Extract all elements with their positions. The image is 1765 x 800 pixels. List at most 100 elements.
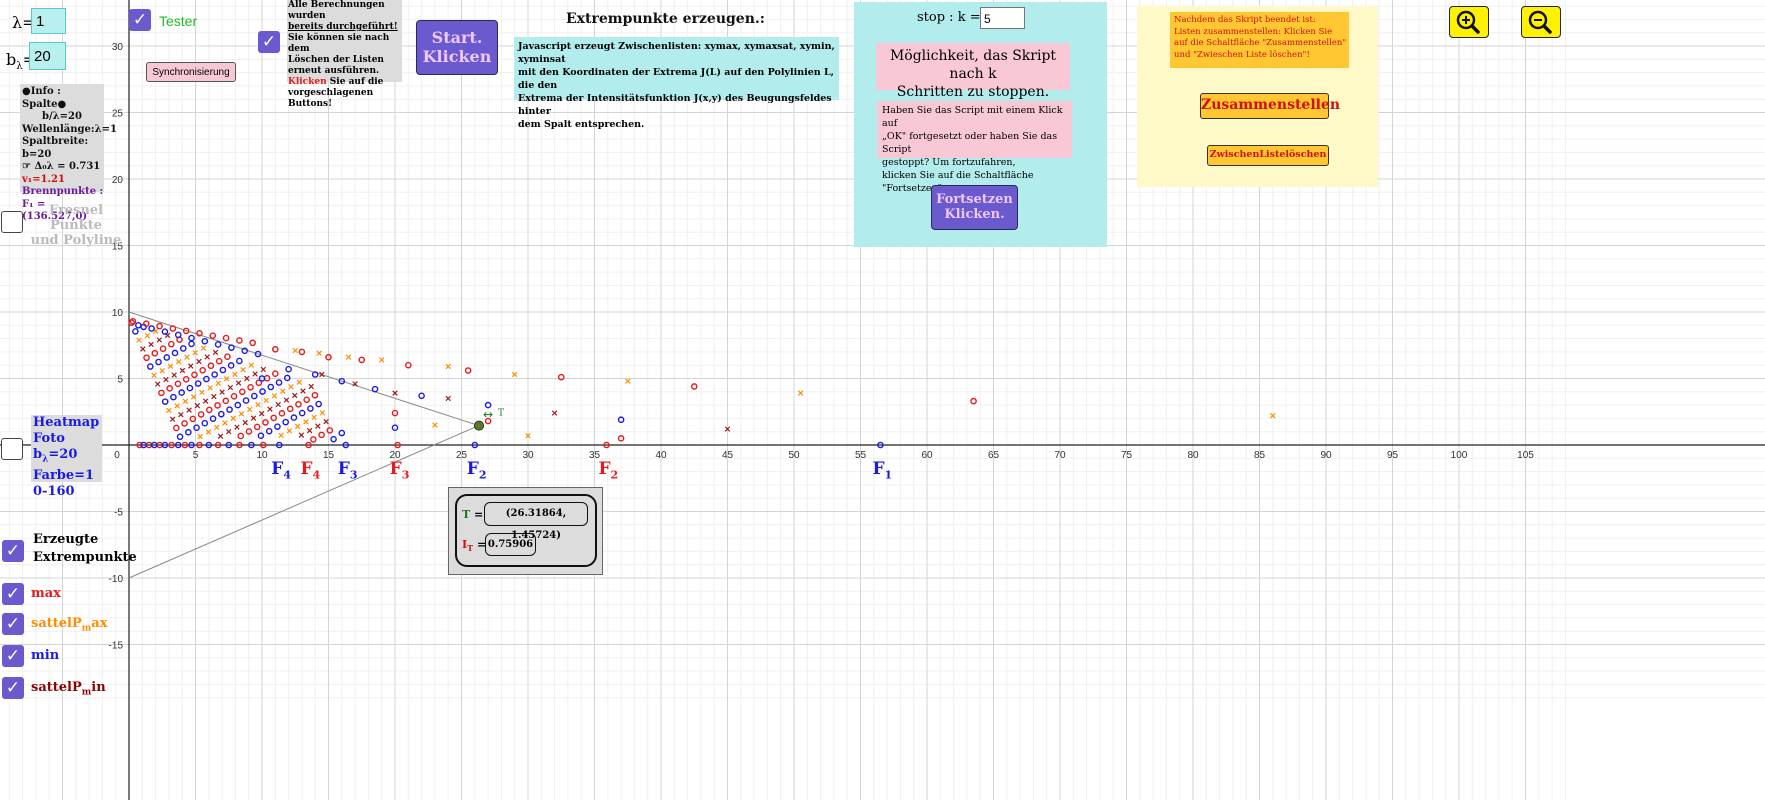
- start-button[interactable]: Start. Klicken: [416, 20, 498, 75]
- zusammenstellen-button[interactable]: Zusammenstellen: [1200, 93, 1340, 119]
- min-point: [214, 341, 222, 348]
- cross-stroke: [155, 381, 161, 387]
- stop-option-line-2: Schritten zu stoppen.: [896, 84, 1050, 100]
- cross-stroke: [292, 347, 298, 354]
- fresnel-checkbox[interactable]: [1, 211, 23, 233]
- sattelmin-point: [291, 392, 298, 399]
- it-label: IT =: [462, 538, 486, 553]
- sattelmax-point: [190, 394, 197, 400]
- cross-stroke: [163, 376, 169, 383]
- cross-stroke: [217, 433, 224, 439]
- cross-stroke: [724, 426, 731, 432]
- sattelmax-point: [525, 432, 531, 439]
- min-point: [148, 325, 155, 332]
- zoom-in-button[interactable]: [1449, 6, 1489, 38]
- sattelmin-point: [202, 398, 209, 404]
- b-input[interactable]: 20: [29, 42, 66, 70]
- heatmap-line-3: Farbe=1: [33, 467, 95, 483]
- fresnel-label: Fresnel Punkte und Polyline: [28, 203, 124, 248]
- sattelmax-point: [280, 388, 286, 394]
- sattelmin-point: [211, 393, 217, 400]
- min-axis-point: [225, 441, 233, 449]
- heatmap-line-4: 0-160: [33, 483, 75, 499]
- pointing-hand-icon: ☞: [22, 161, 31, 172]
- cross-stroke: [215, 380, 222, 387]
- synchronisierung-button[interactable]: Synchronisierung: [146, 62, 236, 82]
- tester-checkbox[interactable]: ✓: [129, 9, 151, 31]
- max-point: [215, 357, 223, 365]
- sattelmin-checkbox[interactable]: ✓: [2, 677, 24, 699]
- sattelmax-point: [144, 332, 151, 339]
- min-point: [290, 414, 298, 421]
- sattelmin-point: [267, 406, 273, 412]
- max-point: [128, 319, 135, 326]
- notice-checkbox[interactable]: ✓: [258, 31, 280, 53]
- max-point: [247, 383, 254, 391]
- cross-stroke: [176, 359, 182, 365]
- max-point: [239, 388, 246, 396]
- cross-stroke: [315, 423, 321, 429]
- max-point: [255, 379, 263, 387]
- sattelmax-point: [197, 433, 204, 440]
- cross-stroke: [319, 410, 326, 416]
- y-tick-label: 5: [117, 375, 123, 386]
- max-point: [199, 366, 206, 374]
- stop-k-label: stop : k =: [917, 10, 981, 25]
- assemble-note-line-1: Nachdem das Skript beendet ist:: [1174, 15, 1316, 25]
- info-line-5-text: Δ₀λ = 0.731: [34, 161, 101, 172]
- continue-message: Haben Sie das Script mit einem Klick auf…: [877, 101, 1072, 194]
- heatmap-line-2-tail: =20: [48, 447, 78, 462]
- sattelmax-point: [199, 389, 205, 396]
- max-point: [143, 354, 150, 362]
- sattelmin-point: [234, 424, 240, 430]
- max-checkbox[interactable]: ✓: [2, 583, 24, 605]
- min-point: [201, 419, 209, 427]
- max-point: [173, 424, 180, 432]
- point-T-label: T: [498, 409, 504, 419]
- max-point: [318, 431, 325, 439]
- fortsetzen-line-1: Fortsetzen: [936, 192, 1013, 207]
- heatmap-checkbox[interactable]: [1, 438, 23, 460]
- stop-option-line-1: Möglichkeit, das Skript nach k: [889, 48, 1057, 82]
- continue-msg-line-2: „OK" fortgesetzt oder haben Sie das Scri…: [882, 131, 1058, 155]
- min-point: [418, 392, 425, 400]
- max-point: [167, 340, 175, 348]
- stop-k-input[interactable]: 5: [980, 7, 1025, 29]
- zwischenliste-loeschen-button[interactable]: ZwischenListelöschen: [1207, 145, 1329, 166]
- cross-stroke: [174, 403, 180, 409]
- x-tick-label: 35: [589, 450, 601, 461]
- sattelmin-point: [244, 375, 250, 382]
- extrema-points[interactable]: ↔ T: [128, 318, 1276, 449]
- lambda-input[interactable]: 1: [31, 8, 66, 34]
- extrempunkte-description: Javascript erzeugt Zwischenlisten: xymax…: [514, 37, 839, 130]
- heatmap-line-1: Heatmap: [33, 415, 100, 430]
- triangle-line: [128, 311, 479, 427]
- sattelmax-sub: m: [81, 623, 92, 634]
- cross-stroke: [184, 354, 190, 360]
- start-button-line-2: Klicken: [422, 47, 492, 66]
- sattelmax-point: [184, 354, 190, 360]
- min-point: [218, 410, 225, 418]
- y-tick-label: 10: [112, 308, 124, 319]
- sattelmax-checkbox[interactable]: ✓: [2, 613, 24, 635]
- min-axis-point: [161, 441, 169, 449]
- cross-stroke: [247, 406, 253, 413]
- x-tick-label: 95: [1387, 450, 1399, 461]
- x-tick-label: 70: [1054, 450, 1066, 461]
- cross-stroke: [144, 332, 151, 339]
- focus-label: F1: [872, 459, 892, 481]
- erzeugte-extrempunkte-label: Erzeugte Extrempunkte: [33, 531, 137, 567]
- assemble-note: Nachdem das Skript beendet ist: Listen z…: [1170, 12, 1349, 68]
- min-point: [188, 334, 195, 342]
- cross-stroke: [797, 390, 804, 396]
- erzeugte-extrempunkte-checkbox[interactable]: ✓: [2, 540, 24, 562]
- min-checkbox[interactable]: ✓: [2, 645, 24, 667]
- sattelmin-point: [551, 410, 558, 416]
- fortsetzen-button[interactable]: Fortsetzen Klicken.: [931, 185, 1018, 230]
- cross-stroke: [152, 328, 159, 334]
- min-point: [161, 328, 169, 335]
- max-point: [484, 417, 492, 425]
- zoom-out-button[interactable]: [1521, 6, 1561, 38]
- heatmap-line-2-sub: λ: [42, 454, 49, 465]
